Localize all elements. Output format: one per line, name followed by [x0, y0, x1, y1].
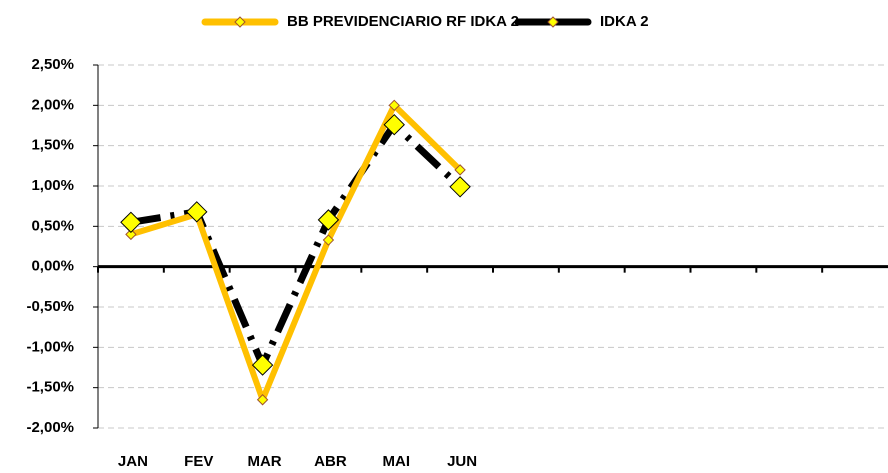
y-tick-label: -1,50%: [26, 379, 74, 396]
x-tick-label: ABR: [314, 453, 347, 470]
point-marker: [322, 234, 335, 246]
x-tick-label: FEV: [184, 453, 213, 470]
legend-label: BB PREVIDENCIARIO RF IDKA 2: [287, 13, 519, 30]
y-tick-label: 0,50%: [31, 217, 74, 234]
series-line: [130, 121, 463, 369]
x-tick-label: MAI: [383, 453, 411, 470]
point-marker: [388, 99, 400, 112]
y-tick-label: 2,00%: [31, 96, 74, 113]
point-marker: [317, 209, 340, 231]
legend-marker: [547, 16, 559, 28]
y-tick-label: 0,00%: [31, 258, 74, 275]
point-marker: [120, 211, 142, 234]
y-tick-label: 1,00%: [31, 177, 74, 194]
x-tick-label: MAR: [247, 453, 281, 470]
y-tick-label: -1,00%: [26, 338, 74, 355]
y-tick-label: -2,00%: [26, 419, 74, 436]
y-tick-label: 2,50%: [31, 56, 74, 73]
point-marker: [186, 201, 208, 223]
y-tick-label: -0,50%: [26, 298, 74, 315]
point-marker: [383, 113, 405, 136]
point-marker: [449, 176, 471, 198]
y-tick-label: 1,50%: [31, 137, 74, 154]
point-marker: [251, 354, 274, 376]
x-tick-label: JUN: [447, 453, 477, 470]
x-tick-label: JAN: [118, 453, 148, 470]
legend-label: IDKA 2: [600, 13, 649, 30]
legend-marker: [234, 16, 246, 28]
series-line: [130, 102, 463, 403]
point-marker: [125, 228, 137, 241]
point-marker: [256, 394, 269, 406]
point-marker: [454, 164, 466, 176]
